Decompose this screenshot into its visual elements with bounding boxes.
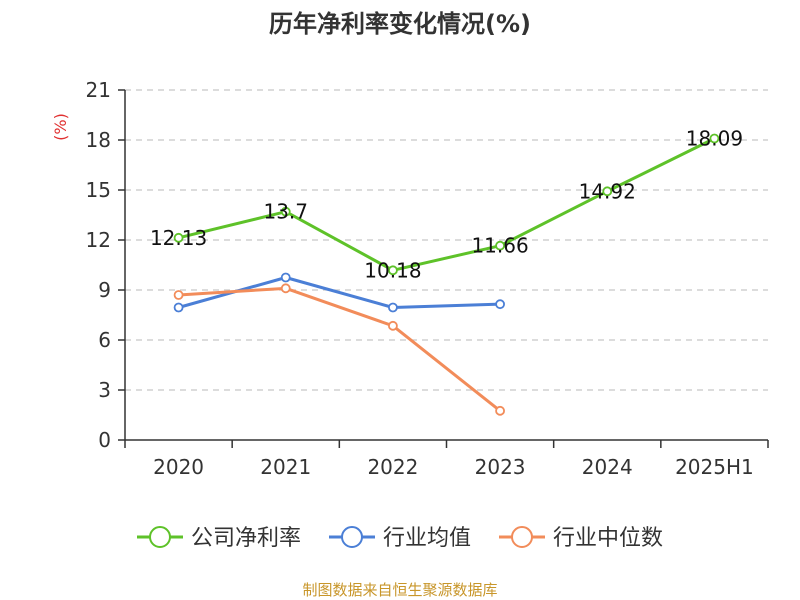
series-line [177,286,502,413]
y-tick-label: 9 [98,278,111,302]
data-point [709,133,720,144]
y-tick-label: 12 [86,228,111,252]
legend-marker [341,526,363,548]
series-line [177,137,716,272]
source-note: 制图数据来自恒生聚源数据库 [302,581,497,599]
data-label: 10.18 [364,258,421,282]
data-point [388,320,398,331]
data-label: 18.09 [686,127,743,151]
y-axis-unit-label: (%) [51,113,70,141]
legend-marker [511,526,533,548]
data-point [173,232,184,243]
data-point [173,290,184,300]
data-point [280,206,291,217]
data-label: 12.13 [150,226,207,250]
axes: 0 3 6 9 12 15 18 21 2020 2021 2022 2023 2024 2025H1 [86,78,769,479]
y-tick-label: 15 [86,178,111,202]
x-tick-label: 2023 [475,455,526,479]
data-point [173,302,184,313]
y-tick-label: 6 [98,328,111,352]
chart-title: 历年净利率变化情况(%) [269,10,531,38]
x-tick-label: 2022 [367,455,418,479]
x-tick-label: 2024 [582,455,633,479]
legend-item-2: 行业中位数 [499,526,663,551]
data-point [388,265,398,276]
legend-label: 行业中位数 [553,526,663,551]
data-point [280,283,291,294]
x-tick-label: 2025H1 [675,455,754,479]
data-point [388,302,398,313]
data-point [495,240,505,251]
legend-item-0: 公司净利率 [137,526,301,551]
legend-item-1: 行业均值 [329,526,471,551]
grid-lines [125,89,768,391]
data-label: 14.92 [579,179,636,203]
data-point [495,405,505,416]
data-label: 13.7 [263,200,308,224]
legend-label: 行业均值 [383,526,471,551]
y-tick-label: 18 [86,128,111,152]
y-tick-label: 0 [98,428,111,452]
series-2 [173,283,505,416]
data-label: 11.66 [471,234,528,258]
x-tick-label: 2021 [260,455,311,479]
legend-label: 公司净利率 [191,526,301,551]
series-0 [173,133,720,276]
data-point [280,272,291,283]
x-tick-label: 2020 [153,455,204,479]
y-tick-label: 21 [86,78,111,102]
data-point [495,299,505,310]
y-tick-label: 3 [98,378,111,402]
legend-marker [149,526,171,548]
data-point [602,186,613,197]
data-labels: 12.13 13.7 10.18 11.66 14.92 18.09 [150,127,743,283]
series-lines [173,133,720,416]
legend: 公司净利率 行业均值 行业中位数 [137,526,663,551]
